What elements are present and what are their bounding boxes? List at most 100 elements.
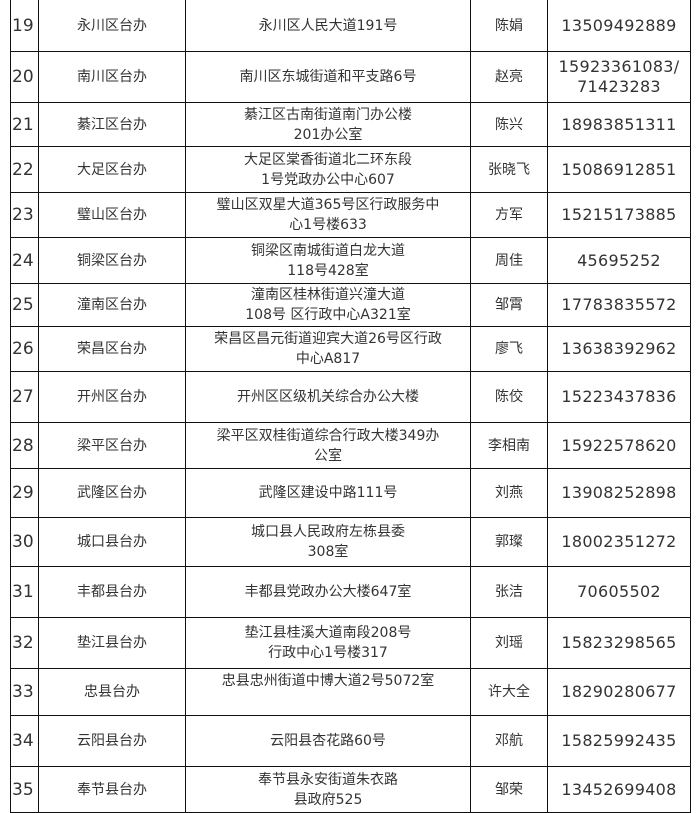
phone-number: 18983851311 (547, 102, 691, 147)
phone-number: 15823298565 (547, 617, 691, 669)
contact-person: 赵亮 (470, 51, 548, 103)
row-number: 24 (10, 237, 39, 284)
table-row: 24 铜梁区台办 铜梁区南城街道白龙大道 118号428室 周佳 45695252 (10, 237, 691, 284)
contact-person: 许大全 (470, 668, 548, 716)
address: 奉节县永安街道朱衣路 县政府525 (185, 766, 471, 813)
contact-person: 李相南 (470, 422, 548, 469)
row-number: 28 (10, 422, 39, 469)
contact-person: 刘燕 (470, 468, 548, 518)
phone-number: 15215173885 (547, 192, 691, 238)
phone-number: 15825992435 (547, 715, 691, 767)
address: 大足区棠香街道北二环东段 1号党政办公中心607 (185, 146, 471, 193)
office-name: 潼南区台办 (38, 283, 186, 327)
contact-person: 邹荣 (470, 766, 548, 813)
office-name: 铜梁区台办 (38, 237, 186, 284)
phone-number: 13509492889 (547, 0, 691, 52)
table-row: 29 武隆区台办 武隆区建设中路111号 刘燕 13908252898 (10, 468, 691, 518)
phone-number: 18290280677 (547, 668, 691, 716)
office-name: 武隆区台办 (38, 468, 186, 518)
office-name: 开州区台办 (38, 371, 186, 423)
table-row: 25 潼南区台办 潼南区桂林街道兴潼大道 108号 区行政中心A321室 邹霄 1778… (10, 283, 691, 327)
address: 南川区东城街道和平支路6号 (185, 51, 471, 103)
row-number: 22 (10, 146, 39, 193)
contact-person: 邹霄 (470, 283, 548, 327)
row-number: 19 (10, 0, 39, 52)
phone-number: 13638392962 (547, 326, 691, 372)
phone-number: 70605502 (547, 566, 691, 618)
phone-number: 15922578620 (547, 422, 691, 469)
address: 武隆区建设中路111号 (185, 468, 471, 518)
office-name: 綦江区台办 (38, 102, 186, 147)
row-number: 26 (10, 326, 39, 372)
row-number: 23 (10, 192, 39, 238)
office-name: 梁平区台办 (38, 422, 186, 469)
phone-number: 18002351272 (547, 517, 691, 567)
contact-person: 刘瑶 (470, 617, 548, 669)
table-row: 23 璧山区台办 璧山区双星大道365号区行政服务中 心1号楼633 方军 152151… (10, 192, 691, 238)
office-name: 云阳县台办 (38, 715, 186, 767)
office-name: 大足区台办 (38, 146, 186, 193)
address: 城口县人民政府左栋县委 308室 (185, 517, 471, 567)
address: 荣昌区昌元街道迎宾大道26号区行政 中心A817 (185, 326, 471, 372)
contact-person: 张晓飞 (470, 146, 548, 193)
address: 永川区人民大道191号 (185, 0, 471, 52)
contact-person: 陈佼 (470, 371, 548, 423)
phone-number: 17783835572 (547, 283, 691, 327)
office-name: 垫江县台办 (38, 617, 186, 669)
address: 铜梁区南城街道白龙大道 118号428室 (185, 237, 471, 284)
address: 潼南区桂林街道兴潼大道 108号 区行政中心A321室 (185, 283, 471, 327)
row-number: 20 (10, 51, 39, 103)
office-name: 荣昌区台办 (38, 326, 186, 372)
address: 开州区区级机关综合办公大楼 (185, 371, 471, 423)
table-row: 20 南川区台办 南川区东城街道和平支路6号 赵亮 15923361083/ 71423… (10, 51, 691, 103)
table-row: 35 奉节县台办 奉节县永安街道朱衣路 县政府525 邹荣 13452699408 (10, 766, 691, 813)
contact-person: 周佳 (470, 237, 548, 284)
address: 璧山区双星大道365号区行政服务中 心1号楼633 (185, 192, 471, 238)
row-number: 35 (10, 766, 39, 813)
office-name: 璧山区台办 (38, 192, 186, 238)
office-name: 永川区台办 (38, 0, 186, 52)
address: 垫江县桂溪大道南段208号 行政中心1号楼317 (185, 617, 471, 669)
table-row: 32 垫江县台办 垫江县桂溪大道南段208号 行政中心1号楼317 刘瑶 1582329… (10, 617, 691, 669)
row-number: 21 (10, 102, 39, 147)
row-number: 34 (10, 715, 39, 767)
row-number: 27 (10, 371, 39, 423)
contact-person: 陈兴 (470, 102, 548, 147)
row-number: 33 (10, 668, 39, 716)
contact-person: 廖飞 (470, 326, 548, 372)
office-name: 奉节县台办 (38, 766, 186, 813)
contact-person: 郭璨 (470, 517, 548, 567)
table-row: 31 丰都县台办 丰都县党政办公大楼647室 张洁 70605502 (10, 566, 691, 618)
table-row: 19 永川区台办 永川区人民大道191号 陈娟 13509492889 (10, 0, 691, 52)
phone-number: 13452699408 (547, 766, 691, 813)
contact-person: 陈娟 (470, 0, 548, 52)
phone-number: 45695252 (547, 237, 691, 284)
address: 云阳县杏花路60号 (185, 715, 471, 767)
phone-number: 15223437836 (547, 371, 691, 423)
row-number: 30 (10, 517, 39, 567)
contact-person: 邓航 (470, 715, 548, 767)
table-row: 21 綦江区台办 綦江区古南街道南门办公楼 201办公室 陈兴 18983851311 (10, 102, 691, 147)
row-number: 32 (10, 617, 39, 669)
table-row: 26 荣昌区台办 荣昌区昌元街道迎宾大道26号区行政 中心A817 廖飞 1363839… (10, 326, 691, 372)
phone-number: 15923361083/ 71423283 (547, 51, 691, 103)
table-row: 33 忠县台办 忠县忠州街道中博大道2号5072室 许大全 18290280677 (10, 668, 691, 716)
phone-number: 15086912851 (547, 146, 691, 193)
table-row: 28 梁平区台办 梁平区双桂街道综合行政大楼349办 公室 李相南 1592257862… (10, 422, 691, 469)
table-row: 30 城口县台办 城口县人民政府左栋县委 308室 郭璨 18002351272 (10, 517, 691, 567)
address: 忠县忠州街道中博大道2号5072室 (185, 668, 471, 716)
table-row: 27 开州区台办 开州区区级机关综合办公大楼 陈佼 15223437836 (10, 371, 691, 423)
office-name: 南川区台办 (38, 51, 186, 103)
phone-number: 13908252898 (547, 468, 691, 518)
office-name: 城口县台办 (38, 517, 186, 567)
office-name: 丰都县台办 (38, 566, 186, 618)
row-number: 29 (10, 468, 39, 518)
row-number: 25 (10, 283, 39, 327)
table-row: 34 云阳县台办 云阳县杏花路60号 邓航 15825992435 (10, 715, 691, 767)
contact-person: 张洁 (470, 566, 548, 618)
address: 梁平区双桂街道综合行政大楼349办 公室 (185, 422, 471, 469)
table-row: 22 大足区台办 大足区棠香街道北二环东段 1号党政办公中心607 张晓飞 150869… (10, 146, 691, 193)
address: 丰都县党政办公大楼647室 (185, 566, 471, 618)
row-number: 31 (10, 566, 39, 618)
contact-person: 方军 (470, 192, 548, 238)
